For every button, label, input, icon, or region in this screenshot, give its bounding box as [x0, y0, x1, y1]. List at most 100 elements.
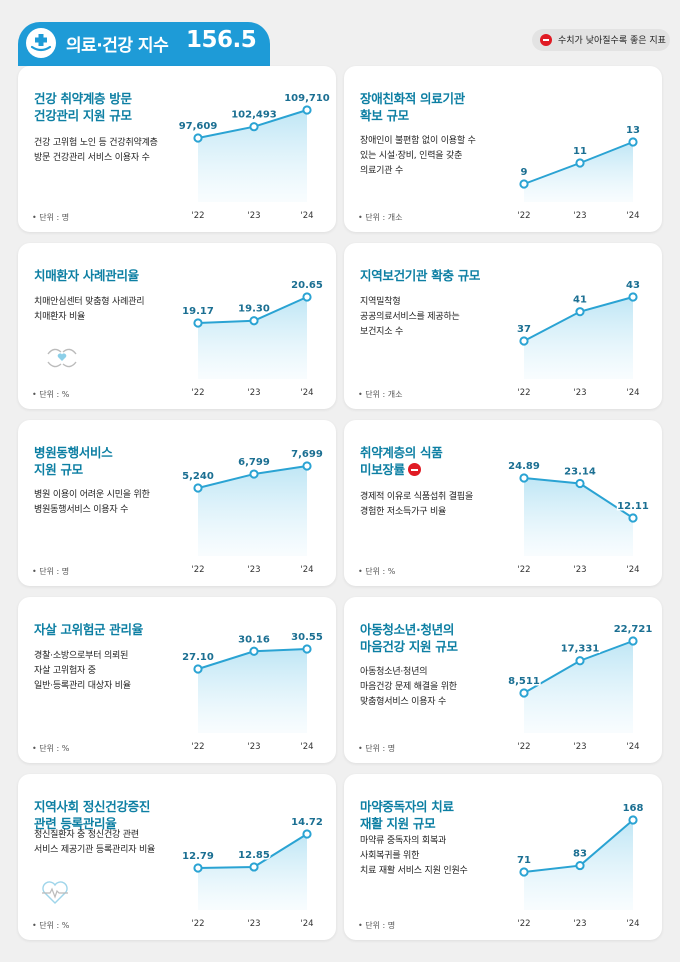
x-tick-label: '22: [517, 211, 530, 221]
data-point: [575, 860, 585, 871]
data-label: 7,699: [291, 449, 323, 460]
x-tick-label: '22: [191, 565, 204, 575]
card-description: 치매안심센터 맞춤형 사례관리 치매환자 비율: [34, 297, 145, 322]
card-unit: • 단위 : %: [32, 921, 70, 930]
data-point: [519, 867, 529, 877]
card-unit: • 단위 : 개소: [358, 390, 403, 399]
area-fill: [198, 297, 307, 379]
indicator-card: 마약중독자의 치료 재활 지원 규모 마약류 중독자의 회복과 사회복귀를 위한 …: [344, 774, 662, 940]
data-point: [249, 646, 259, 656]
x-tick-label: '23: [247, 919, 260, 929]
data-point: [302, 105, 312, 115]
minus-icon: [407, 463, 421, 476]
data-label: 109,710: [284, 93, 330, 104]
card-title: 장애친화적 의료기관 확보 규모: [360, 91, 465, 123]
card-unit: • 단위 : 명: [358, 744, 396, 753]
data-label: 83: [573, 849, 587, 860]
card-title: 지역보건기관 확충 규모: [360, 268, 481, 283]
data-point: [575, 158, 585, 168]
data-label: 17,331: [561, 644, 600, 655]
data-point: [519, 688, 529, 698]
data-label: 102,493: [231, 110, 277, 121]
card-description: 장애인이 불편함 없이 이용할 수 있는 시설·장비, 인력을 갖춘 의료기관 …: [360, 136, 476, 176]
line-area-chart: 5,240 '22 6,799 '23 7,699 '24: [181, 448, 325, 576]
area-fill: [524, 297, 633, 379]
x-tick-label: '23: [247, 388, 260, 398]
indicator-card: 치매환자 사례관리율 치매안심센터 맞춤형 사례관리 치매환자 비율 • 단위 : …: [18, 243, 336, 409]
data-label: 14.72: [291, 817, 323, 828]
card-description: 병원 이용이 어려운 시민을 위한 병원동행서비스 이용자 수: [34, 490, 150, 515]
data-point: [575, 656, 585, 666]
x-tick-label: '23: [573, 565, 586, 575]
area-fill: [524, 478, 633, 556]
data-point: [628, 137, 638, 147]
data-point: [628, 513, 638, 523]
x-tick-label: '22: [517, 388, 530, 398]
card-description: 건강 고위험 노인 등 건강취약계층 방문 건강관리 서비스 이용자 수: [34, 138, 158, 163]
x-tick-label: '22: [517, 919, 530, 929]
data-point: [628, 636, 638, 646]
line-area-chart: 71 '22 83 '23 168 '24: [516, 802, 645, 930]
x-tick-label: '22: [191, 388, 204, 398]
data-point: [519, 336, 529, 346]
area-fill: [198, 649, 307, 733]
data-label: 5,240: [182, 471, 214, 482]
line-area-chart: 97,609 '22 102,493 '23 109,710 '24: [177, 92, 331, 222]
area-fill: [198, 834, 307, 910]
data-point: [575, 478, 585, 489]
card-description: 지역밀착형 공공의료서비스를 제공하는 보건지소 수: [360, 297, 460, 337]
x-tick-label: '22: [191, 211, 204, 221]
card-description: 경찰·소방으로부터 의뢰된 자살 고위험자 중 일반·등록관리 대상자 비율: [34, 651, 131, 691]
data-point: [249, 316, 259, 326]
data-point: [193, 133, 203, 143]
x-tick-label: '22: [517, 565, 530, 575]
x-tick-label: '22: [517, 742, 530, 752]
line-area-chart: 9 '22 11 '23 13 '24: [517, 124, 641, 222]
card-unit: • 단위 : 명: [32, 567, 70, 576]
data-label: 71: [517, 855, 531, 866]
data-point: [302, 292, 312, 302]
medical-cross-hands-icon: [26, 28, 56, 58]
area-fill: [524, 820, 633, 910]
indicator-card: 아동청소년·청년의 마음건강 지원 규모 아동청소년·청년의 마음건강 문제 해결…: [344, 597, 662, 763]
data-label: 11: [573, 146, 587, 157]
indicator-card: 취약계층의 식품 미보장률 경제적 이유로 식품섭취 결핍을 경험한 저소득가구 …: [344, 420, 662, 586]
line-area-chart: 24.89 '22 23.14 '23 12.11 '24: [507, 460, 651, 576]
x-tick-label: '23: [573, 742, 586, 752]
card-title: 아동청소년·청년의 마음건강 지원 규모: [360, 622, 458, 654]
data-label: 30.55: [291, 632, 323, 643]
minus-icon: [540, 34, 552, 46]
x-tick-label: '22: [191, 742, 204, 752]
data-label: 19.30: [238, 304, 270, 315]
card-unit: • 단위 : 개소: [358, 213, 403, 222]
card-title: 치매환자 사례관리율: [34, 268, 139, 283]
line-area-chart: 8,511 '22 17,331 '23 22,721 '24: [507, 623, 654, 753]
line-area-chart: 19.17 '22 19.30 '23 20.65 '24: [181, 279, 325, 399]
card-description: 정신질환자 중 정신건강 관련 서비스 제공기관 등록관리자 비율: [34, 830, 156, 855]
data-point: [193, 863, 203, 873]
x-tick-label: '22: [191, 919, 204, 929]
data-label: 22,721: [614, 624, 653, 635]
card-title: 건강 취약계층 방문 건강관리 지원 규모: [34, 91, 132, 123]
data-label: 13: [626, 125, 640, 136]
data-point: [575, 307, 585, 317]
area-fill: [524, 142, 633, 202]
data-label: 168: [623, 803, 644, 814]
x-tick-label: '24: [626, 211, 639, 221]
x-tick-label: '24: [300, 388, 313, 398]
index-value: 156.5: [186, 27, 257, 53]
card-unit: • 단위 : %: [32, 744, 70, 753]
data-label: 6,799: [238, 457, 270, 468]
data-label: 12.85: [238, 850, 270, 861]
data-label: 20.65: [291, 280, 323, 291]
x-tick-label: '24: [300, 919, 313, 929]
data-point: [519, 179, 529, 189]
data-point: [519, 473, 529, 483]
data-label: 37: [517, 324, 531, 335]
data-point: [249, 122, 259, 132]
legend-lower-is-better: 수치가 낮아질수록 좋은 지표: [532, 29, 670, 51]
card-unit: • 단위 : 명: [358, 921, 396, 930]
data-point: [628, 815, 638, 825]
card-description: 마약류 중독자의 회복과 사회복귀를 위한 치료 재활 서비스 지원 인원수: [360, 836, 468, 876]
data-label: 41: [573, 295, 587, 306]
